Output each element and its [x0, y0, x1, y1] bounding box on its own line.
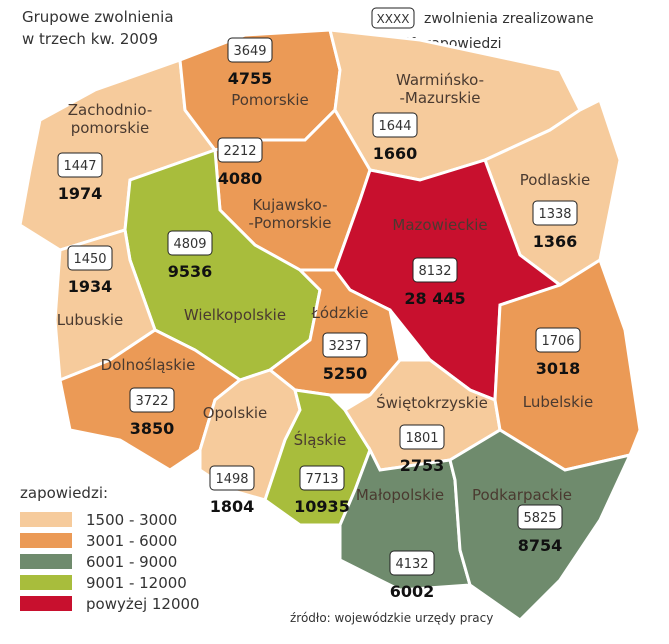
title: Grupowe zwolnienia	[22, 8, 174, 26]
region-name: Dolnośląskie	[101, 356, 196, 374]
realized-value: 3237	[328, 339, 361, 354]
legend-swatch	[20, 533, 72, 548]
realized-box	[167, 230, 213, 256]
legend-label: 6001 - 9000	[86, 553, 177, 571]
announced-value: 8754	[518, 536, 563, 555]
announced-value: 6002	[390, 582, 435, 601]
realized-box	[129, 387, 175, 413]
region-name: Opolskie	[203, 404, 268, 422]
region-name: Warmińsko--Mazurskie	[396, 71, 484, 107]
region-name: Lubuskie	[57, 311, 124, 329]
realized-box	[217, 137, 263, 163]
labels: Zachodnio-pomorskie 1447 1974 Pomorskie 3649…	[57, 37, 593, 601]
region-name: Śląskie	[294, 430, 347, 449]
region-name: Podkarpackie	[472, 486, 572, 504]
realized-box	[517, 504, 563, 530]
realized-box	[532, 200, 578, 226]
realized-box	[399, 424, 445, 450]
realized-box	[372, 112, 418, 138]
realized-value: 1801	[405, 431, 438, 446]
announced-value: 1804	[210, 497, 255, 516]
region-name: Podlaskie	[520, 171, 590, 189]
region-name: Małopolskie	[356, 486, 444, 504]
realized-value: 1706	[541, 334, 574, 349]
realized-box	[389, 550, 435, 576]
realized-value: 1450	[73, 252, 106, 267]
legend-swatch	[20, 596, 72, 611]
key-box	[371, 7, 415, 29]
realized-box	[535, 327, 581, 353]
realized-box	[322, 332, 368, 358]
legend-label: powyżej 12000	[86, 595, 200, 613]
announced-value: 5250	[323, 364, 368, 383]
announced-value: 4080	[218, 169, 263, 188]
announced-value: 10935	[294, 497, 350, 516]
realized-box	[67, 245, 113, 271]
realized-value: 3722	[135, 394, 168, 409]
region-name: Wielkopolskie	[184, 306, 286, 324]
announced-value: 3018	[536, 359, 581, 378]
realized-value: 1338	[538, 207, 571, 222]
announced-value: 1366	[533, 232, 578, 251]
legend-label: 1500 - 3000	[86, 511, 177, 529]
announced-value: 1934	[68, 277, 113, 296]
realized-value: 5825	[523, 511, 556, 526]
realized-value: 2212	[223, 144, 256, 159]
realized-box	[299, 465, 345, 491]
announced-value: 2753	[400, 456, 445, 475]
announced-value: 1660	[373, 144, 418, 163]
legend-title: zapowiedzi:	[20, 484, 108, 502]
legend: 1500 - 3000 3001 - 6000 6001 - 9000 9001 - …	[20, 511, 200, 613]
announced-value: 1974	[58, 184, 103, 203]
key-box-sample: XXXX	[377, 12, 410, 26]
realized-box	[412, 257, 458, 283]
announced-value: 28 445	[404, 289, 465, 308]
realized-value: 7713	[305, 472, 338, 487]
legend-swatch	[20, 512, 72, 527]
announced-value: 4755	[228, 69, 273, 88]
region-name: Lubelskie	[523, 393, 593, 411]
announced-value: 3850	[130, 419, 175, 438]
legend-swatch	[20, 554, 72, 569]
realized-value: 4132	[395, 557, 428, 572]
region-name: Łódzkie	[310, 304, 368, 322]
announced-value: 9536	[168, 262, 213, 281]
region	[493, 257, 642, 472]
title: w trzech kw. 2009	[22, 30, 158, 48]
realized-box	[227, 37, 273, 63]
realized-value: 1498	[215, 472, 248, 487]
region-name: Pomorskie	[231, 91, 309, 109]
legend-label: 3001 - 6000	[86, 532, 177, 550]
realized-value: 3649	[233, 44, 266, 59]
key-box-label: zwolnienia zrealizowane	[424, 11, 594, 27]
realized-value: 1644	[378, 119, 411, 134]
region-name: Świętokrzyskie	[376, 393, 488, 412]
source: źródło: wojewódzkie urzędy pracy	[290, 611, 493, 625]
legend-label: 9001 - 12000	[86, 574, 187, 592]
region-name: Mazowieckie	[392, 216, 487, 234]
region-name: Zachodnio-pomorskie	[68, 101, 152, 137]
realized-box	[57, 152, 103, 178]
legend-swatch	[20, 575, 72, 590]
realized-value: 1447	[63, 159, 96, 174]
region-name: Kujawsko--Pomorskie	[249, 196, 332, 232]
realized-value: 4809	[173, 237, 206, 252]
realized-value: 8132	[418, 264, 451, 279]
realized-box	[209, 465, 255, 491]
